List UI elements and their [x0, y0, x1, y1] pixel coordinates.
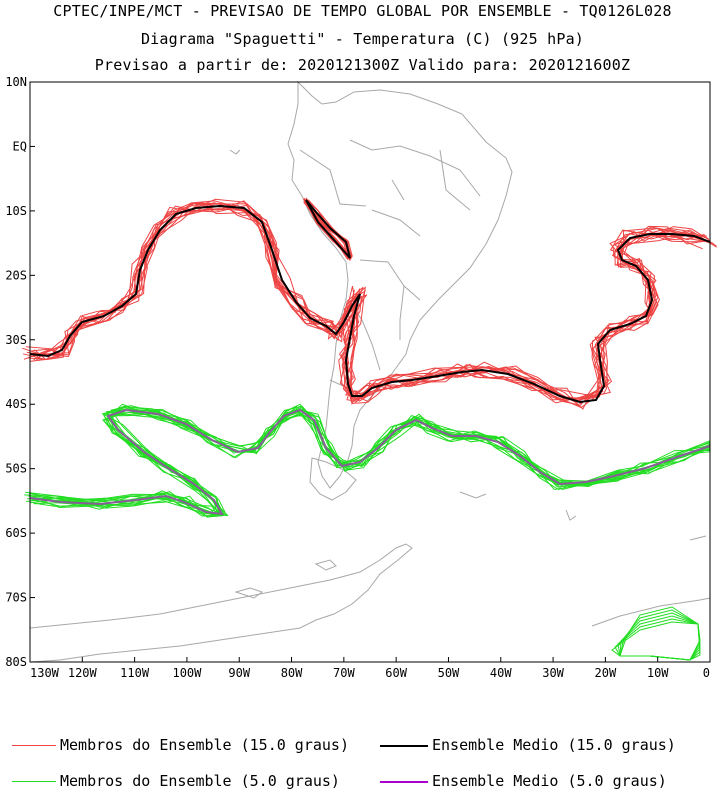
title-line-2: Diagrama "Spaguetti" - Temperatura (C) (…	[140, 30, 585, 48]
lat-label: 80S	[5, 655, 27, 669]
title-line-3: Previsao a partir de: 2020121300Z Valido…	[94, 56, 631, 74]
map-frame: 10N EQ 10S 20S 30S 40S 50S 60S 70S 80S 130W 120W 11…	[5, 75, 711, 680]
title-line-1: CPTEC/INPE/MCT - PREVISAO DE TEMPO GLOBA…	[53, 2, 672, 20]
legend-mean-15-label: Ensemble Medio (15.0 graus)	[432, 736, 676, 754]
legend-member-15: Membros do Ensemble (15.0 graus)	[12, 736, 349, 754]
member-5-contour	[619, 612, 701, 661]
lon-label: 80W	[281, 666, 303, 680]
member-15-contour	[35, 200, 717, 404]
ensemble-members-5	[24, 403, 711, 661]
legend-red-line	[12, 745, 56, 746]
lat-label: 10N	[5, 75, 27, 89]
member-5-contour	[35, 408, 711, 517]
legend-mean-5: Ensemble Medio (5.0 graus)	[380, 772, 667, 790]
lon-label: 10W	[647, 666, 669, 680]
coastlines	[29, 80, 711, 663]
lon-label: 90W	[228, 666, 250, 680]
lat-label: 60S	[5, 526, 27, 540]
lat-label: 20S	[5, 268, 27, 282]
lon-label: 30W	[542, 666, 564, 680]
ensemble-mean-15	[29, 199, 711, 404]
legend-purple-line	[380, 780, 428, 783]
lat-label: 40S	[5, 397, 27, 411]
lat-label: 50S	[5, 462, 27, 476]
lon-label: 110W	[120, 666, 150, 680]
lon-label: 100W	[172, 666, 202, 680]
spaghetti-map: 10N EQ 10S 20S 30S 40S 50S 60S 70S 80S 130W 120W 11…	[5, 75, 717, 680]
legend-member-5-label: Membros do Ensemble (5.0 graus)	[60, 772, 340, 790]
lon-label: 50W	[438, 666, 460, 680]
legend-mean-15: Ensemble Medio (15.0 graus)	[380, 736, 676, 754]
lon-label: 70W	[333, 666, 355, 680]
legend-black-line	[380, 744, 428, 747]
lat-label: 70S	[5, 591, 27, 605]
legend-mean-5-label: Ensemble Medio (5.0 graus)	[432, 772, 667, 790]
member-15-contour	[25, 202, 705, 404]
lon-label: 40W	[490, 666, 512, 680]
member-15-contour	[26, 202, 713, 407]
lon-label: 120W	[68, 666, 98, 680]
legend-member-5: Membros do Ensemble (5.0 graus)	[12, 772, 340, 790]
lon-label: 130W	[30, 666, 60, 680]
legend-green-line	[12, 781, 56, 782]
ensemble-mean-5	[29, 408, 711, 516]
member-15-contour	[31, 208, 711, 403]
lat-label: EQ	[13, 139, 27, 153]
legend-member-15-label: Membros do Ensemble (15.0 graus)	[60, 736, 349, 754]
lon-label: 20W	[595, 666, 617, 680]
lat-label: 10S	[5, 204, 27, 218]
lon-label: 60W	[385, 666, 407, 680]
lon-label: 0	[703, 666, 710, 680]
member-15-contour	[37, 204, 707, 404]
lat-label: 30S	[5, 333, 27, 347]
member-5-contour	[619, 606, 701, 661]
